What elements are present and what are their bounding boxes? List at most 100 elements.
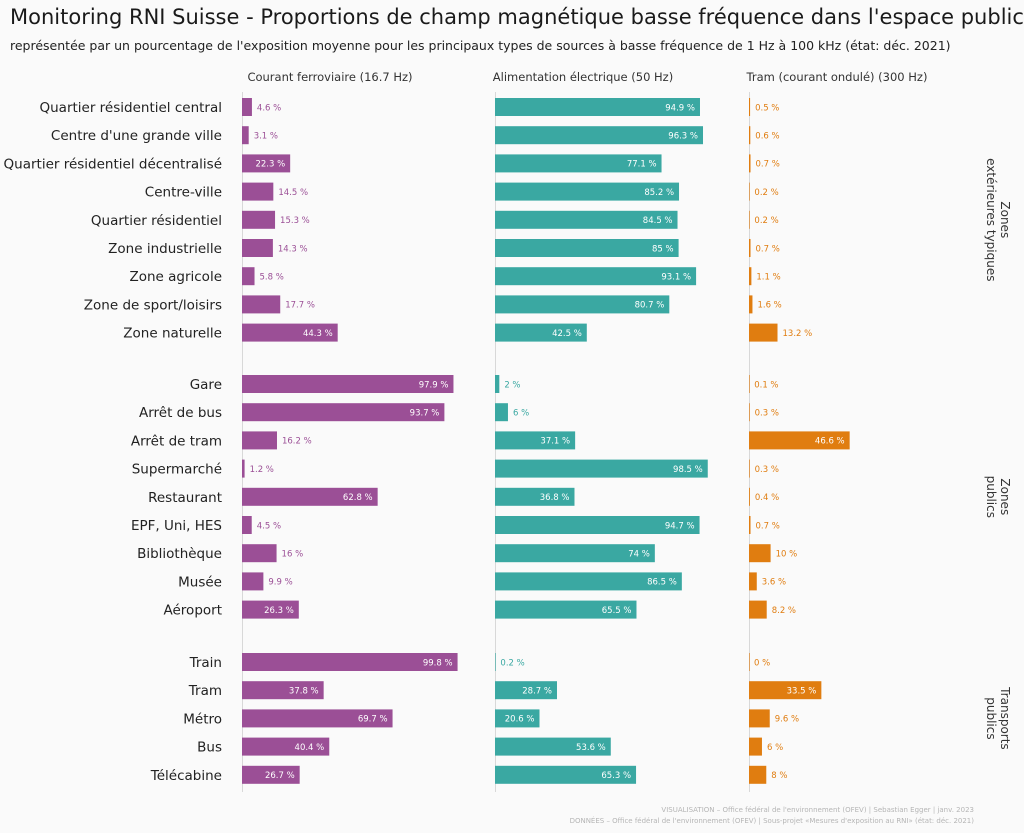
bar-1	[495, 210, 678, 229]
bar-0	[242, 487, 378, 506]
category-label: Zone agricole	[129, 269, 222, 285]
data-label-2: 0.6 %	[755, 132, 779, 142]
bar-2	[749, 572, 757, 591]
bar-1	[495, 600, 637, 619]
category-label: Gare	[190, 377, 222, 393]
data-label-1: 77.1 %	[627, 160, 657, 170]
bar-2	[749, 154, 751, 173]
bar-1	[495, 295, 670, 314]
bar-2	[749, 487, 750, 506]
credits: VISUALISATION – Office fédéral de l'envi…	[570, 805, 974, 827]
group-label-line: Zones	[998, 478, 1012, 515]
category-label: Arrêt de tram	[131, 433, 222, 449]
category-label: Centre d'une grande ville	[51, 128, 222, 144]
data-label-0: 14.5 %	[278, 188, 308, 198]
data-label-0: 5.8 %	[260, 273, 284, 283]
data-label-2: 0 %	[754, 658, 770, 668]
data-label-1: 42.5 %	[552, 329, 582, 339]
data-label-2: 8 %	[771, 771, 787, 781]
data-label-2: 0.2 %	[754, 188, 778, 198]
bar-0	[242, 182, 274, 201]
bar-2	[749, 544, 771, 563]
category-label: Zone de sport/loisirs	[84, 297, 222, 313]
category-label: Télécabine	[150, 768, 222, 784]
category-label: Métro	[183, 711, 222, 727]
bar-1	[495, 487, 575, 506]
data-label-0: 14.3 %	[278, 244, 308, 254]
data-label-0: 16.2 %	[282, 437, 312, 447]
category-label: Quartier résidentiel	[91, 213, 222, 229]
bar-1	[495, 323, 587, 342]
bar-1	[495, 375, 500, 393]
category-label: Supermarché	[132, 462, 222, 478]
category-label: Bus	[197, 740, 222, 756]
bar-2	[749, 681, 822, 700]
bar-0	[242, 239, 273, 257]
bar-2	[749, 126, 751, 145]
bar-1	[495, 459, 708, 478]
series-header-0: Courant ferroviaire (16.7 Hz)	[247, 70, 412, 84]
data-label-1: 94.9 %	[665, 103, 695, 113]
data-label-1: 65.3 %	[601, 771, 631, 781]
data-label-0: 4.5 %	[257, 521, 281, 531]
bar-0	[242, 544, 277, 563]
data-label-1: 80.7 %	[635, 301, 665, 311]
bar-0	[242, 572, 264, 591]
data-label-0: 37.8 %	[289, 687, 319, 697]
bar-2	[749, 210, 750, 229]
bar-0	[242, 267, 255, 286]
bar-1	[495, 709, 540, 728]
data-label-1: 94.7 %	[665, 521, 695, 531]
group-label: Zonespublics	[984, 476, 1012, 518]
bar-2	[749, 653, 750, 671]
data-label-2: 0.7 %	[756, 244, 780, 254]
bar-0	[242, 154, 291, 173]
bar-1	[495, 267, 697, 286]
group-label-line: publics	[984, 476, 998, 518]
data-label-1: 93.1 %	[661, 273, 691, 283]
bar-0	[242, 709, 393, 728]
data-label-0: 22.3 %	[255, 160, 285, 170]
group-label-line: extérieures typiques	[984, 158, 998, 281]
bar-0	[242, 210, 276, 229]
data-label-1: 37.1 %	[540, 437, 570, 447]
data-label-1: 86.5 %	[647, 578, 677, 588]
bar-1	[495, 572, 682, 591]
bar-1	[495, 239, 679, 257]
group-label: Zonesextérieures typiques	[984, 158, 1012, 281]
data-label-0: 9.9 %	[268, 578, 292, 588]
bar-1	[495, 182, 680, 201]
data-label-2: 0.3 %	[755, 465, 779, 475]
bar-0	[242, 375, 454, 393]
data-label-0: 40.4 %	[295, 743, 325, 753]
series-header-2: Tram (courant ondulé) (300 Hz)	[746, 70, 928, 84]
series-header-1: Alimentation électrique (50 Hz)	[493, 70, 673, 84]
data-label-1: 84.5 %	[643, 216, 673, 226]
group-label-line: publics	[984, 697, 998, 739]
data-label-2: 0.5 %	[755, 103, 779, 113]
data-label-1: 53.6 %	[576, 743, 606, 753]
data-label-2: 13.2 %	[783, 329, 813, 339]
bar-2	[749, 403, 750, 422]
data-label-1: 85 %	[652, 244, 674, 254]
data-label-0: 1.2 %	[250, 465, 274, 475]
bar-1	[495, 737, 611, 756]
bar-2	[749, 737, 762, 756]
data-label-0: 4.6 %	[257, 103, 281, 113]
data-label-1: 0.2 %	[500, 658, 524, 668]
bar-1	[495, 154, 662, 173]
data-label-0: 93.7 %	[410, 409, 440, 419]
bar-2	[749, 459, 750, 478]
data-label-2: 0.1 %	[754, 380, 778, 390]
bar-0	[242, 98, 252, 116]
group-label: Transportspublics	[984, 686, 1012, 750]
data-label-1: 98.5 %	[673, 465, 703, 475]
data-label-0: 16 %	[282, 550, 304, 560]
bar-2	[749, 600, 767, 619]
category-label: Tram	[188, 683, 222, 699]
bar-0	[242, 737, 330, 756]
category-label: Zone naturelle	[123, 326, 222, 342]
bar-2	[749, 323, 778, 342]
credits-data-source: DONNÉES – Office fédéral de l'environnem…	[569, 817, 974, 825]
